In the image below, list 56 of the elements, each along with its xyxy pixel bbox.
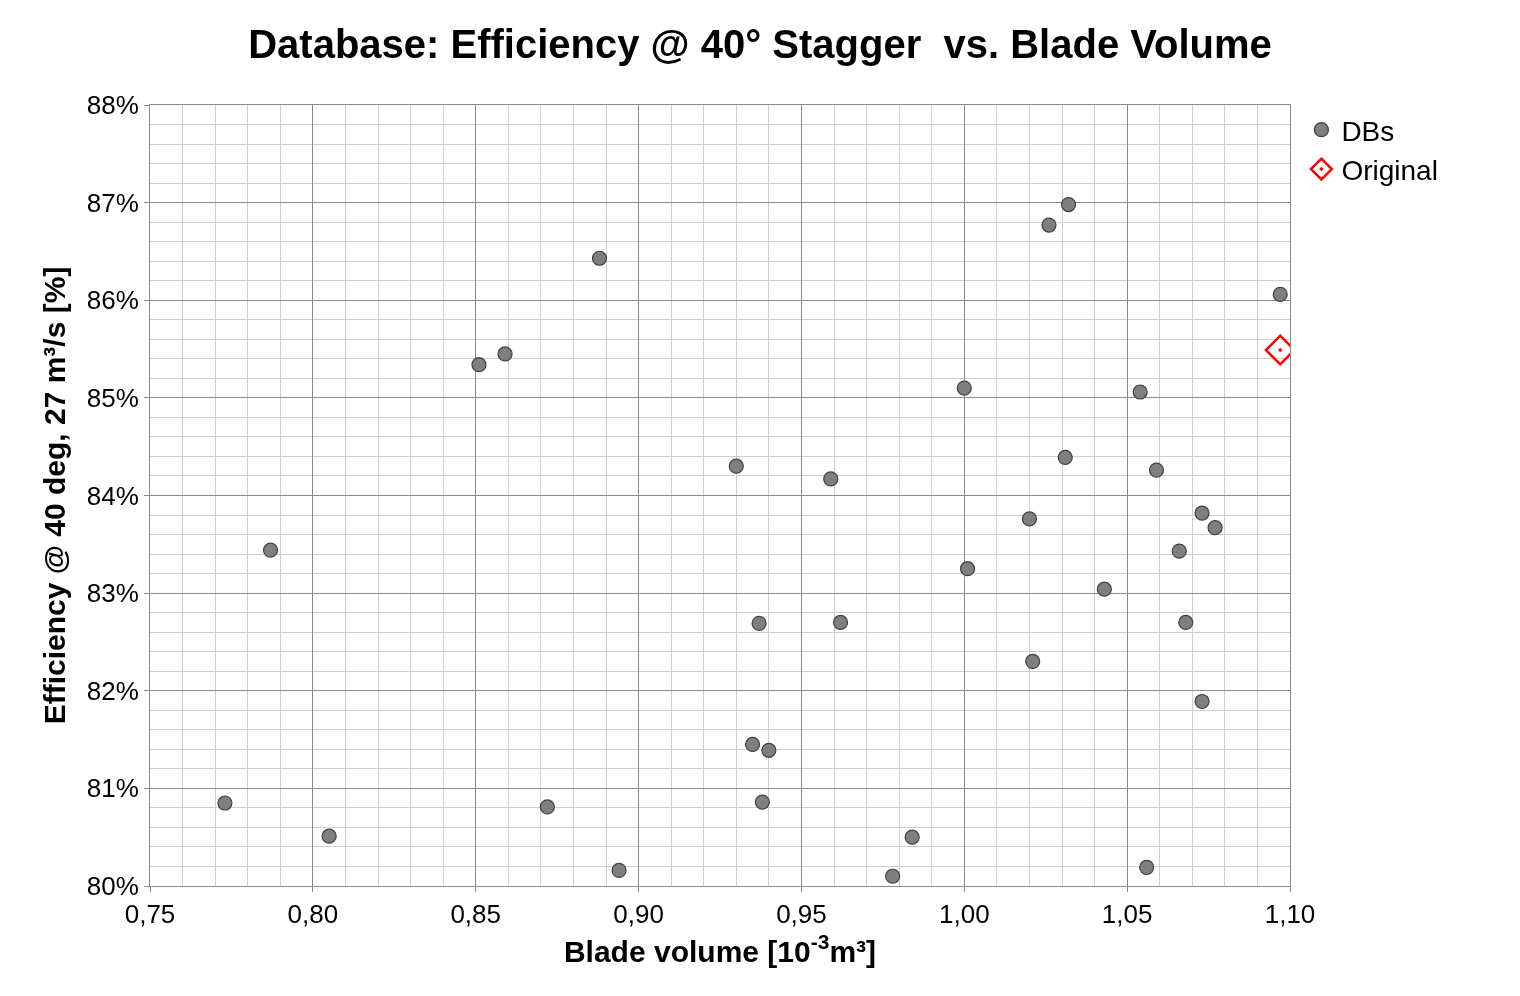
point <box>539 799 555 815</box>
x-tick-label: 0,95 <box>776 899 827 930</box>
y-tick-label: 82% <box>86 675 139 706</box>
point <box>1207 520 1223 536</box>
point <box>761 742 777 758</box>
point <box>956 380 972 396</box>
y-tick-label: 83% <box>86 578 139 609</box>
point <box>1178 614 1194 630</box>
x-tick-label: 1,10 <box>1264 899 1316 930</box>
point <box>1057 449 1073 466</box>
point <box>1194 505 1210 521</box>
point <box>1041 217 1057 233</box>
legend-label: DBs <box>1341 115 1395 147</box>
x-tick-label: 1,05 <box>1101 899 1153 930</box>
y-tick-label: 85% <box>86 382 139 413</box>
point <box>832 614 849 630</box>
point <box>885 868 901 884</box>
point <box>751 615 767 631</box>
point <box>321 828 337 844</box>
point <box>1025 653 1041 670</box>
y-tick-label: 87% <box>86 187 139 218</box>
point <box>959 561 976 577</box>
point <box>754 794 770 810</box>
point <box>591 250 608 266</box>
point <box>1021 511 1038 527</box>
point <box>728 458 744 474</box>
y-tick-label: 81% <box>86 773 139 804</box>
y-tick-label: 80% <box>86 871 139 902</box>
y-tick-label: 86% <box>86 285 139 316</box>
point <box>1139 859 1155 876</box>
point <box>611 862 627 878</box>
point <box>471 357 487 373</box>
point <box>823 471 839 487</box>
point <box>904 829 920 845</box>
point <box>262 542 279 558</box>
x-tick-label: 0,80 <box>287 899 339 930</box>
point <box>1096 581 1112 597</box>
point <box>1148 462 1165 478</box>
y-tick-label: 84% <box>86 480 139 511</box>
point <box>1060 196 1077 213</box>
point <box>1132 384 1148 400</box>
point <box>1194 693 1210 710</box>
point <box>1272 286 1288 302</box>
x-tick-label: 0,90 <box>613 899 664 930</box>
y-tick-label: 88% <box>86 90 139 121</box>
point <box>217 795 233 811</box>
x-tick-label: 0,75 <box>124 899 176 930</box>
point <box>744 736 761 753</box>
x-tick-label: 0,85 <box>450 899 502 930</box>
legend-label: Original <box>1341 155 1438 187</box>
point <box>497 346 513 362</box>
y-axis-title: Efficiency @ 40 deg, 27 m³/s [%] <box>37 266 71 725</box>
x-tick-label: 1,00 <box>938 899 990 930</box>
point <box>1171 543 1187 559</box>
x-axis-title: Blade volume [10$^{-3}$m³] <box>563 930 877 968</box>
chart-title: Database: Efficiency @ 40° Stagger vs. Blade Volume <box>248 21 1272 66</box>
